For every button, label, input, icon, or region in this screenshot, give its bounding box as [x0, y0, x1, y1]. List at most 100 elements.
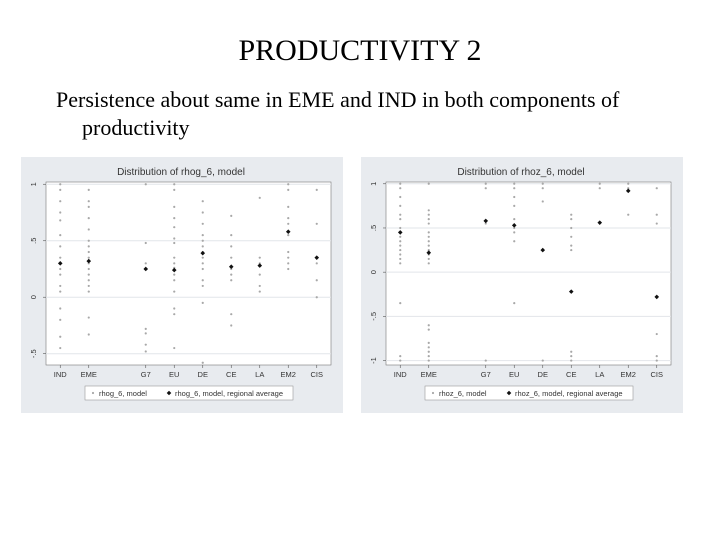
data-point: [655, 332, 658, 336]
data-point: [59, 256, 62, 259]
x-tick-label: EU: [169, 370, 179, 379]
data-point: [399, 359, 402, 362]
data-point: [427, 350, 430, 353]
data-point: [399, 204, 402, 207]
data-point: [258, 196, 261, 199]
data-point: [173, 256, 176, 259]
data-point: [427, 222, 430, 225]
data-point: [173, 226, 176, 229]
data-point: [173, 188, 176, 192]
data-point: [87, 205, 90, 208]
legend-box: [84, 385, 294, 401]
data-point: [427, 244, 430, 247]
data-point: [258, 273, 261, 276]
data-point: [399, 244, 402, 247]
plot-area: [385, 181, 672, 366]
data-point: [59, 211, 62, 214]
average-point: [426, 250, 432, 256]
x-tick-label: EU: [509, 370, 519, 379]
x-tick-label: EME: [421, 370, 437, 379]
data-point: [541, 182, 544, 185]
data-point: [173, 217, 176, 220]
data-point: [427, 235, 430, 238]
x-tick-label: CE: [226, 370, 236, 379]
data-point: [230, 273, 233, 276]
data-point: [59, 290, 62, 293]
data-point: [287, 262, 290, 265]
data-point: [513, 204, 516, 207]
data-point: [399, 235, 402, 238]
data-point: [230, 313, 233, 316]
x-tick-label: LA: [255, 370, 264, 379]
data-point: [87, 273, 90, 276]
data-point: [201, 245, 204, 248]
data-point: [230, 256, 233, 259]
data-point: [541, 200, 544, 203]
data-point: [399, 302, 402, 305]
data-point: [173, 290, 176, 293]
data-point: [87, 316, 90, 319]
average-point: [171, 267, 177, 273]
data-point: [173, 313, 176, 316]
x-tick-label: CIS: [650, 370, 663, 379]
x-tick-label: CIS: [310, 370, 323, 379]
data-point: [87, 333, 90, 336]
data-point: [201, 222, 204, 225]
data-point: [59, 200, 62, 203]
data-point: [258, 290, 261, 293]
data-point: [287, 205, 290, 208]
legend-marker-average: [506, 390, 512, 396]
data-point: [144, 241, 147, 245]
data-point: [201, 279, 204, 282]
legend: rhog_6, model rhog_6, model, regional ave…: [84, 385, 294, 401]
chart-svg: Distribution of rhog_6, model -.5 0 .5 1 IND E…: [29, 167, 332, 401]
data-point: [201, 267, 204, 271]
data-point: [201, 211, 204, 214]
legend-marker-model: [431, 391, 435, 395]
data-point: [173, 241, 176, 245]
data-point: [230, 324, 233, 327]
data-point: [427, 341, 430, 344]
x-tick-label: EM2: [621, 370, 636, 379]
y-tick-label: .5: [29, 238, 38, 244]
x-tick-label: EM2: [281, 370, 296, 379]
x-tick-label: G7: [481, 370, 491, 379]
data-point: [59, 335, 62, 338]
data-point: [513, 240, 516, 243]
data-point: [427, 359, 430, 362]
data-point: [59, 284, 62, 288]
data-point: [427, 324, 430, 327]
data-point: [570, 248, 573, 252]
data-point: [427, 213, 430, 216]
data-point: [287, 183, 290, 186]
data-point: [287, 267, 290, 271]
data-point: [570, 213, 573, 216]
data-point: [201, 262, 204, 265]
legend-label-model: rhog_6, model: [99, 389, 147, 398]
data-point: [201, 256, 204, 259]
data-point: [541, 359, 544, 362]
data-point: [655, 355, 658, 358]
data-point: [144, 350, 147, 353]
legend-label-model: rhoz_6, model: [439, 389, 487, 398]
average-point: [285, 229, 291, 235]
data-point: [427, 209, 430, 212]
data-point: [258, 284, 261, 288]
data-point: [59, 273, 62, 276]
data-point: [59, 183, 62, 186]
data-point: [173, 279, 176, 282]
data-point: [87, 267, 90, 271]
data-point: [427, 355, 430, 358]
y-tick-label: 1: [29, 182, 38, 186]
data-point: [399, 257, 402, 261]
data-point: [513, 226, 516, 230]
chart-svg: Distribution of rhoz_6, model -1 -.5 0 .5 1 IN…: [369, 167, 672, 401]
data-point: [399, 195, 402, 199]
data-point: [173, 237, 176, 240]
chart-title: Distribution of rhoz_6, model: [457, 167, 584, 178]
data-point: [399, 182, 402, 185]
y-tick-label: 0: [29, 295, 38, 299]
data-point: [230, 279, 233, 282]
data-point: [427, 257, 430, 261]
data-point: [87, 279, 90, 282]
